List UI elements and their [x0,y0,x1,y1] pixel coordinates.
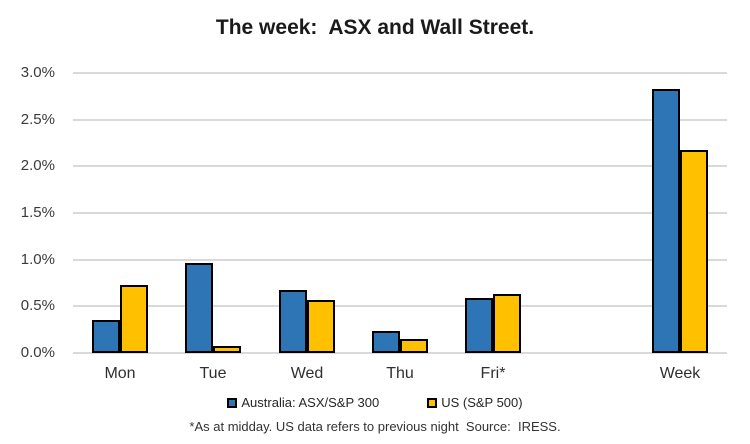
x-tick-label-fri: Fri* [480,365,506,382]
y-tick-label-0.0%: 0.0% [20,344,55,361]
footnote: *As at midday. US data refers to previou… [189,419,561,434]
bar-mon-us [120,285,148,353]
x-tick-label-mon: Mon [104,365,136,382]
bar-week-us [680,150,708,353]
gridline-3.0% [73,72,727,74]
x-tick-label-wed: Wed [290,365,324,382]
y-tick-label-3.0%: 3.0% [20,64,55,81]
gridline-0.5% [73,305,727,307]
x-tick-label-week: Week [659,365,701,382]
bar-wed-australia [279,290,307,353]
gridline-0.0% [73,352,727,354]
legend-label-us: US (S&P 500) [441,395,523,410]
y-tick-label-0.5%: 0.5% [20,297,55,314]
legend-item-us: US (S&P 500) [427,395,523,410]
x-tick-label-tue: Tue [199,365,227,382]
gridline-2.5% [73,119,727,121]
bar-week-australia [652,89,680,353]
bar-thu-us [400,339,428,353]
gridline-1.0% [73,259,727,261]
bar-fri-australia [465,298,493,353]
bar-fri-us [493,294,521,353]
bar-tue-australia [185,263,213,353]
gridline-1.5% [73,212,727,214]
y-tick-label-1.5%: 1.5% [20,204,55,221]
chart-title: The week: ASX and Wall Street. [215,16,535,39]
legend-item-australia: Australia: ASX/S&P 300 [227,395,379,410]
legend-swatch-us [427,397,438,408]
plot-area [73,72,727,354]
bar-mon-australia [92,320,120,353]
legend-swatch-australia [227,397,238,408]
bar-thu-australia [372,331,400,353]
bar-wed-us [307,300,335,353]
bar-tue-us [213,346,241,353]
y-tick-label-2.0%: 2.0% [20,157,55,174]
x-tick-label-thu: Thu [386,365,414,382]
y-tick-label-2.5%: 2.5% [20,111,55,128]
legend-label-australia: Australia: ASX/S&P 300 [241,395,380,410]
legend: Australia: ASX/S&P 300 US (S&P 500) [0,395,750,410]
gridline-2.0% [73,165,727,167]
y-tick-label-1.0%: 1.0% [20,251,55,268]
